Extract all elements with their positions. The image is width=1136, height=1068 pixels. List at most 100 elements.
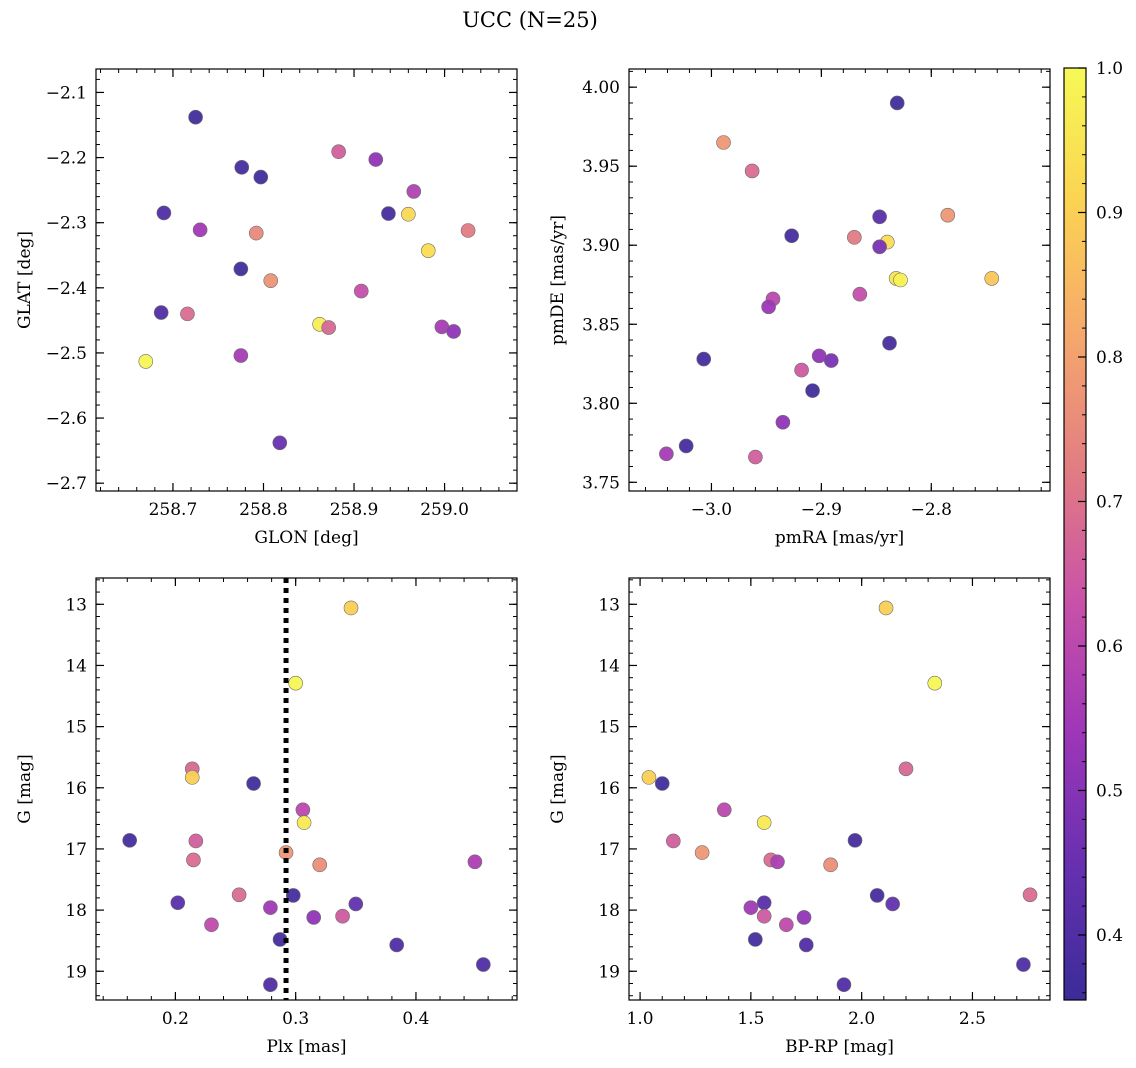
- scatter-point: [389, 937, 405, 953]
- scatter-point: [893, 272, 908, 288]
- y-tick-label: −2.5: [46, 344, 87, 364]
- x-tick-label: 2.0: [848, 1009, 875, 1029]
- scatter-point: [253, 169, 269, 185]
- scatter-point: [153, 305, 169, 320]
- y-tick-label: 18: [598, 901, 620, 921]
- scatter-point: [898, 761, 914, 777]
- x-tick-label: 2.5: [959, 1009, 986, 1029]
- scatter-point: [335, 908, 350, 924]
- scatter-point: [272, 435, 288, 451]
- scatter-point: [296, 815, 312, 830]
- colorbar-tick-label: 0.8: [1096, 348, 1123, 368]
- colorbar-tick-label: 0.7: [1096, 492, 1123, 512]
- subplot-4: 1.0 1.5 2.0 2.5 13 14 15 16 17 18 19 BP-RP [mag] G […: [548, 577, 1051, 1057]
- y-tick-label: 14: [598, 656, 620, 676]
- y-tick-label: 15: [598, 718, 620, 738]
- subplot-3: 0.2 0.3 0.4 13 14 15 16 17 18 19 Plx [mas] G [mag]: [15, 577, 518, 1057]
- colorbar-tick-label: 1.0: [1096, 59, 1123, 79]
- scatter-point: [263, 977, 278, 993]
- scatter-point: [1022, 887, 1038, 903]
- y-axis-label: GLAT [deg]: [15, 231, 35, 329]
- scatter-point: [188, 833, 204, 849]
- x-tick-label: 1.5: [737, 1009, 764, 1029]
- x-tick-label: −2.9: [801, 500, 842, 520]
- scatter-point: [756, 908, 772, 924]
- scatter-point: [460, 223, 476, 238]
- scatter-point: [836, 977, 852, 993]
- axes-frame: [95, 577, 518, 1001]
- scatter-point: [885, 896, 900, 912]
- colorbar-tick-label: 0.5: [1096, 781, 1123, 801]
- scatter-point: [927, 675, 943, 691]
- y-tick-label: −2.2: [46, 149, 87, 169]
- scatter-point: [406, 184, 422, 199]
- scatter-point: [770, 854, 785, 870]
- scatter-point: [1016, 957, 1031, 972]
- y-tick-label: −2.3: [46, 214, 87, 234]
- y-tick-label: 4.00: [582, 78, 620, 98]
- x-tick-label: 0.2: [162, 1009, 189, 1029]
- scatter-point: [798, 937, 814, 953]
- scatter-point: [234, 160, 250, 175]
- scatter-point: [889, 95, 905, 111]
- y-tick-label: 16: [598, 779, 620, 799]
- scatter-point: [368, 152, 384, 167]
- y-tick-label: 13: [598, 595, 620, 615]
- scatter-point: [694, 845, 710, 860]
- x-axis-label: BP-RP [mag]: [785, 1037, 894, 1057]
- scatter-point: [696, 351, 712, 367]
- scatter-point: [756, 895, 772, 911]
- scatter-point: [312, 857, 328, 873]
- x-tick-label: 258.9: [330, 500, 379, 520]
- scatter-point: [716, 135, 731, 150]
- colorbar-tick-label: 0.4: [1096, 926, 1123, 946]
- subplot-grid: 258.7 258.8 258.9 259.0 −2.7 −2.6 −2.5 −2.4 −2.3…: [15, 68, 1051, 1057]
- scatter-point: [779, 917, 794, 933]
- y-axis-label: pmDE [mas/yr]: [548, 215, 568, 345]
- x-tick-label: 0.4: [402, 1009, 429, 1029]
- scatter-point: [476, 957, 491, 972]
- y-tick-label: 17: [598, 840, 620, 860]
- scatter-point: [743, 900, 759, 915]
- y-tick-label: 17: [65, 840, 87, 860]
- scatter-point: [353, 283, 369, 299]
- axes-frame: [628, 68, 1051, 492]
- scatter-point: [231, 887, 247, 903]
- scatter-point: [744, 163, 760, 179]
- x-tick-label: −3.0: [691, 500, 732, 520]
- y-tick-label: 15: [65, 718, 87, 738]
- y-tick-label: −2.1: [46, 83, 87, 103]
- x-tick-label: 259.0: [420, 500, 469, 520]
- y-tick-label: −2.6: [46, 409, 87, 429]
- scatter-point: [654, 776, 670, 791]
- scatter-point: [248, 225, 264, 241]
- axes-frame: [95, 68, 518, 492]
- scatter-point: [678, 438, 694, 454]
- scatter-point: [156, 205, 172, 221]
- scatter-point: [984, 271, 1000, 286]
- x-axis-label: Plx [mas]: [266, 1037, 346, 1057]
- scatter-point: [869, 888, 885, 903]
- scatter-point: [716, 802, 732, 818]
- scatter-point: [467, 854, 483, 870]
- scatter-point: [847, 833, 863, 848]
- scatter-point: [641, 770, 657, 785]
- scatter-point: [381, 206, 396, 221]
- scatter-point: [170, 895, 186, 911]
- scatter-point: [852, 286, 868, 302]
- scatter-points: [122, 600, 491, 993]
- scatter-point: [756, 815, 772, 830]
- scatter-points: [138, 109, 476, 451]
- colorbar-tick-label: 0.9: [1096, 203, 1123, 223]
- y-tick-label: 19: [65, 962, 87, 982]
- x-axis-label: GLON [deg]: [254, 528, 358, 548]
- scatter-point: [192, 222, 208, 238]
- y-tick-label: 3.75: [582, 473, 620, 493]
- scatter-point: [321, 320, 336, 335]
- scatter-point: [940, 207, 956, 223]
- x-axis-label: pmRA [mas/yr]: [775, 528, 904, 548]
- x-tick-label: 1.0: [627, 1009, 654, 1029]
- scatter-point: [805, 383, 820, 398]
- y-tick-label: 19: [598, 962, 620, 982]
